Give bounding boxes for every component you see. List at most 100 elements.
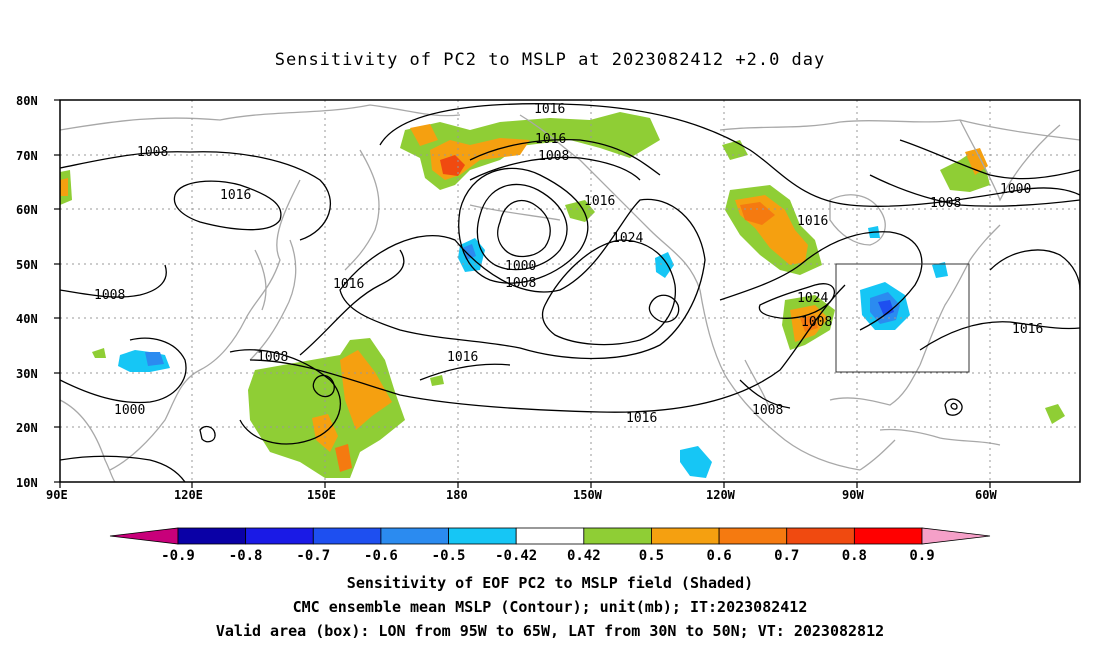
contour-small-pacific — [648, 294, 680, 323]
caption-line-2: CMC ensemble mean MSLP (Contour); unit(m… — [292, 598, 808, 616]
orange-patch-west-pacific-3 — [335, 444, 352, 472]
red-patch-bering — [440, 155, 465, 176]
orange-patch-alaska-north — [410, 124, 438, 146]
colorbar-label: -0.8 — [229, 548, 263, 564]
contour-label: 1016 — [584, 194, 615, 209]
contour-label: 1008 — [505, 276, 536, 291]
colorbar-label: 0.7 — [774, 548, 799, 564]
contour-1000-asia — [60, 337, 187, 404]
colorbar-segment — [651, 527, 720, 545]
contour-label: 1008 — [930, 196, 961, 211]
positive-patch-small-alaska — [565, 200, 595, 222]
coast-hudson-bay — [829, 194, 886, 246]
valid-area-box — [835, 263, 970, 373]
caption-line-3: Valid area (box): LON from 95W to 65W, L… — [215, 622, 885, 640]
colorbar-label: -0.42 — [495, 548, 537, 564]
colorbar-segment — [448, 527, 517, 545]
coast-alaska — [519, 114, 701, 291]
lat-tick-label: 30N — [16, 367, 38, 381]
red-patch-canada — [740, 202, 775, 225]
contour-label: 1016 — [220, 188, 251, 203]
lon-tick-label: 120W — [706, 488, 736, 502]
colorbar-segment — [380, 527, 449, 545]
lon-tick-label: 150E — [307, 488, 336, 502]
colorbar-label: 0.5 — [639, 548, 664, 564]
contour-label: 1000 — [505, 259, 536, 274]
contour-label: 1008 — [538, 149, 569, 164]
coastlines — [60, 104, 1080, 482]
lat-tick-label: 50N — [16, 258, 38, 272]
coast-greenland — [959, 119, 1061, 202]
coast-korea-japan — [249, 239, 297, 361]
contour-1008-asia — [60, 151, 331, 241]
red-patch-midwest — [800, 315, 818, 332]
contour-low-aleutian-outer — [458, 167, 589, 284]
colorbar-label: -0.5 — [432, 548, 466, 564]
contour-label: 1000 — [114, 403, 145, 418]
positive-patch-pacific-small — [430, 375, 444, 386]
contour-1008-india — [60, 264, 167, 298]
contour-1008-atlantic — [869, 174, 1080, 207]
longitude-labels: 90E 120E 150E 180 150W 120W 90W 60W — [46, 488, 997, 502]
contour-1008-typhoon — [229, 349, 341, 445]
mslp-contours — [60, 103, 1080, 482]
contour-low-aleutian-1000 — [497, 199, 551, 258]
contour-label: 1008 — [257, 350, 288, 365]
contour-label: 1016 — [626, 411, 657, 426]
coast-gulf-mexico — [829, 364, 921, 406]
coast-eurasia-north — [60, 104, 461, 131]
coast-caribbean — [879, 428, 1001, 446]
colorbar-label: 0.6 — [706, 548, 731, 564]
coast-south-asia — [60, 399, 116, 482]
contour-high-small-atlantic-inner — [950, 402, 958, 410]
contour-low-aleutian-1008 — [476, 183, 568, 271]
latitude-labels: 80N 70N 60N 50N 40N 30N 20N 10N — [16, 94, 38, 490]
contour-high-small-atlantic — [944, 398, 963, 416]
contour-label: 1016 — [535, 132, 566, 147]
contour-south-scs — [60, 455, 186, 482]
contour-label: 1016 — [797, 214, 828, 229]
orange-patch-west-pacific — [340, 350, 392, 430]
orange-patch-greenland — [965, 148, 988, 175]
negative-patch-subtropics — [680, 446, 712, 478]
contour-1016-subtropical — [249, 284, 846, 413]
negative-patch-china-2 — [145, 352, 164, 366]
lon-tick-label: 180 — [446, 488, 468, 502]
negative-patch-east-us-3 — [878, 300, 894, 316]
contour-1016-america — [719, 231, 923, 331]
contour-small-west-pacific — [199, 425, 216, 443]
lon-tick-label: 90W — [842, 488, 864, 502]
positive-patch-alaska-small — [722, 140, 748, 160]
coast-north-america-west — [699, 289, 861, 471]
contour-1008-mexico — [739, 379, 791, 409]
positive-patch-atlantic — [1045, 404, 1065, 424]
lat-tick-label: 10N — [16, 476, 38, 490]
contour-label: 1008 — [94, 288, 125, 303]
contour-1016-west — [299, 249, 405, 356]
graticule — [60, 100, 1080, 482]
colorbar-segment — [515, 527, 585, 545]
negative-patch-northeast — [932, 262, 948, 278]
lat-tick-label: 60N — [16, 203, 38, 217]
coast-east-asia — [109, 179, 301, 471]
colorbar-label: -0.9 — [161, 548, 195, 564]
coast-kamchatka — [344, 149, 380, 271]
contour-label: 1024 — [612, 231, 643, 246]
colorbar-segment — [786, 527, 855, 545]
axis-ticks — [54, 99, 991, 488]
orange-patch-europe-edge — [60, 178, 68, 196]
contour-1016-north — [379, 103, 1080, 207]
contour-1000-greenland — [899, 139, 1080, 180]
colorbar-label: 0.8 — [842, 548, 867, 564]
contour-label: 1000 — [1000, 182, 1031, 197]
negative-patch-west-canada — [655, 252, 674, 278]
coast-baja — [744, 359, 771, 411]
contour-label: 1008 — [752, 403, 783, 418]
contour-label: 1016 — [1012, 322, 1043, 337]
colorbar-segment — [177, 527, 247, 545]
caption-line-1: Sensitivity of EOF PC2 to MSLP field (Sh… — [346, 574, 754, 592]
contour-1024-america — [758, 283, 835, 319]
colorbar-segment — [312, 527, 382, 545]
lon-tick-label: 90E — [46, 488, 68, 502]
contour-1016-arctic — [469, 139, 661, 176]
